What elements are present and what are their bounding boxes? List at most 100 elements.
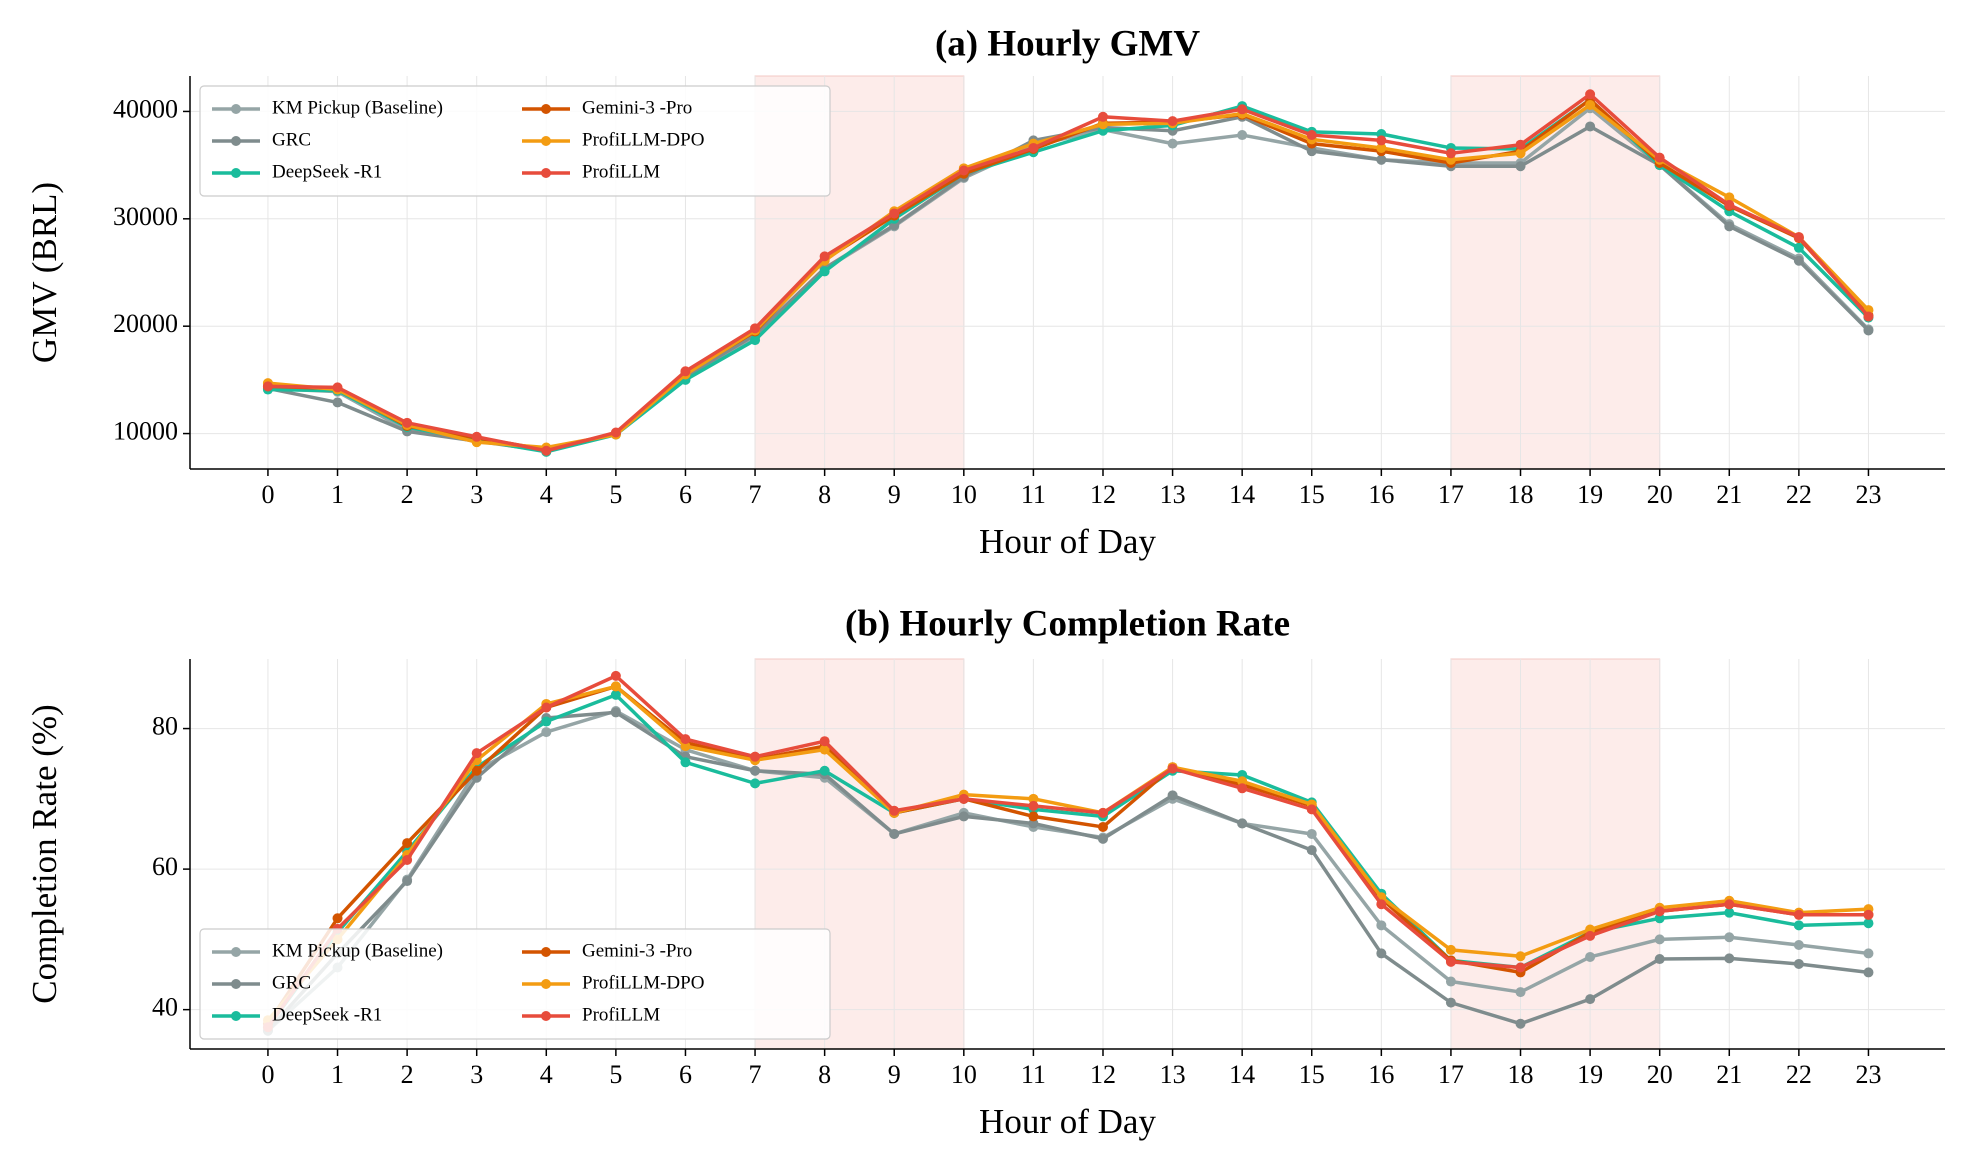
series-point [1237, 130, 1248, 141]
series-point [1724, 199, 1735, 210]
series-point [1237, 776, 1248, 787]
legend-marker [231, 168, 241, 178]
x-tick-label: 6 [679, 1060, 692, 1089]
y-tick-label: 30000 [113, 202, 178, 231]
legend-label: GRC [272, 972, 311, 993]
x-tick-label: 20 [1647, 1060, 1673, 1089]
x-tick-label: 0 [261, 480, 274, 509]
x-tick-label: 3 [470, 1060, 483, 1089]
x-tick-label: 4 [540, 1060, 553, 1089]
series-point [819, 736, 830, 747]
series-point [1306, 804, 1317, 815]
series-point [1585, 994, 1596, 1005]
x-tick-label: 18 [1508, 480, 1534, 509]
series-line [267, 92, 1870, 453]
highlight-span [1450, 75, 1661, 470]
legend-marker [231, 979, 241, 989]
series-point [541, 445, 552, 456]
series-point [1167, 790, 1178, 801]
series-point [889, 805, 900, 816]
series-point [1585, 121, 1596, 132]
legend-label: ProfiLLM-DPO [582, 972, 704, 993]
x-tick-label: 9 [888, 480, 901, 509]
series-point [262, 381, 273, 392]
x-tick-label: 23 [1855, 480, 1881, 509]
series-point [1306, 845, 1317, 856]
series-point [680, 741, 691, 752]
series-point [1515, 962, 1526, 973]
x-tick-label: 14 [1229, 480, 1255, 509]
series-point [610, 689, 621, 700]
x-tick-label: 9 [888, 1060, 901, 1089]
series-point [1028, 793, 1039, 804]
series-point [750, 335, 761, 346]
series-point [1167, 116, 1178, 127]
series-point [1585, 99, 1596, 110]
series-point [958, 165, 969, 176]
legend-label: Gemini-3 -Pro [582, 97, 692, 118]
legend-marker [541, 168, 551, 178]
x-tick-label: 2 [401, 480, 414, 509]
series-point [1585, 951, 1596, 962]
series-point [1237, 783, 1248, 794]
series-point [1028, 818, 1039, 829]
series-point [1863, 311, 1874, 322]
legend-label: Gemini-3 -Pro [582, 940, 692, 961]
series-point [1793, 255, 1804, 266]
series-point [680, 757, 691, 768]
series-point [471, 765, 482, 776]
series-point [1097, 807, 1108, 818]
y-tick-label: 20000 [113, 309, 178, 338]
legend-label: ProfiLLM-DPO [582, 129, 704, 150]
series-point [1376, 920, 1387, 931]
series-point [402, 838, 413, 849]
series-point [1654, 934, 1665, 945]
series-point [889, 828, 900, 839]
x-tick-label: 3 [470, 480, 483, 509]
series-point [541, 716, 552, 727]
series-point [1654, 913, 1665, 924]
series-point [1306, 146, 1317, 157]
x-tick-label: 13 [1160, 1060, 1186, 1089]
x-tick-label: 7 [749, 480, 762, 509]
x-tick-label: 1 [331, 1060, 344, 1089]
series-point [750, 751, 761, 762]
series-point [680, 734, 691, 745]
series-point [1376, 948, 1387, 959]
series-point [1724, 953, 1735, 964]
x-axis-label: Hour of Day [979, 1102, 1156, 1141]
series-point [1028, 800, 1039, 811]
x-tick-label: 17 [1438, 1060, 1464, 1089]
legend-marker [541, 104, 551, 114]
x-tick-label: 16 [1368, 480, 1394, 509]
x-tick-label: 19 [1577, 480, 1603, 509]
series-point [1445, 956, 1456, 967]
legend-label: DeepSeek -R1 [272, 1004, 382, 1025]
series-point [750, 765, 761, 776]
x-tick-label: 15 [1299, 1060, 1325, 1089]
x-tick-label: 16 [1368, 1060, 1394, 1089]
series-point [1167, 763, 1178, 774]
x-tick-label: 7 [749, 1060, 762, 1089]
x-tick-label: 22 [1786, 1060, 1812, 1089]
series-point [1793, 909, 1804, 920]
series-point [1306, 828, 1317, 839]
series-point [1793, 958, 1804, 969]
series-point [750, 323, 761, 334]
series-point [402, 854, 413, 865]
x-tick-label: 21 [1716, 480, 1742, 509]
series-point [889, 208, 900, 219]
legend-marker [231, 104, 241, 114]
series-point [1515, 987, 1526, 998]
series-point [1515, 951, 1526, 962]
legend-label: DeepSeek -R1 [272, 161, 382, 182]
series-point [1724, 221, 1735, 232]
series-point [819, 266, 830, 277]
series-point [332, 382, 343, 393]
legend-marker [541, 979, 551, 989]
series-point [1793, 232, 1804, 243]
series-point [1585, 89, 1596, 100]
x-tick-label: 10 [951, 480, 977, 509]
series-point [1097, 821, 1108, 832]
x-tick-label: 14 [1229, 1060, 1255, 1089]
